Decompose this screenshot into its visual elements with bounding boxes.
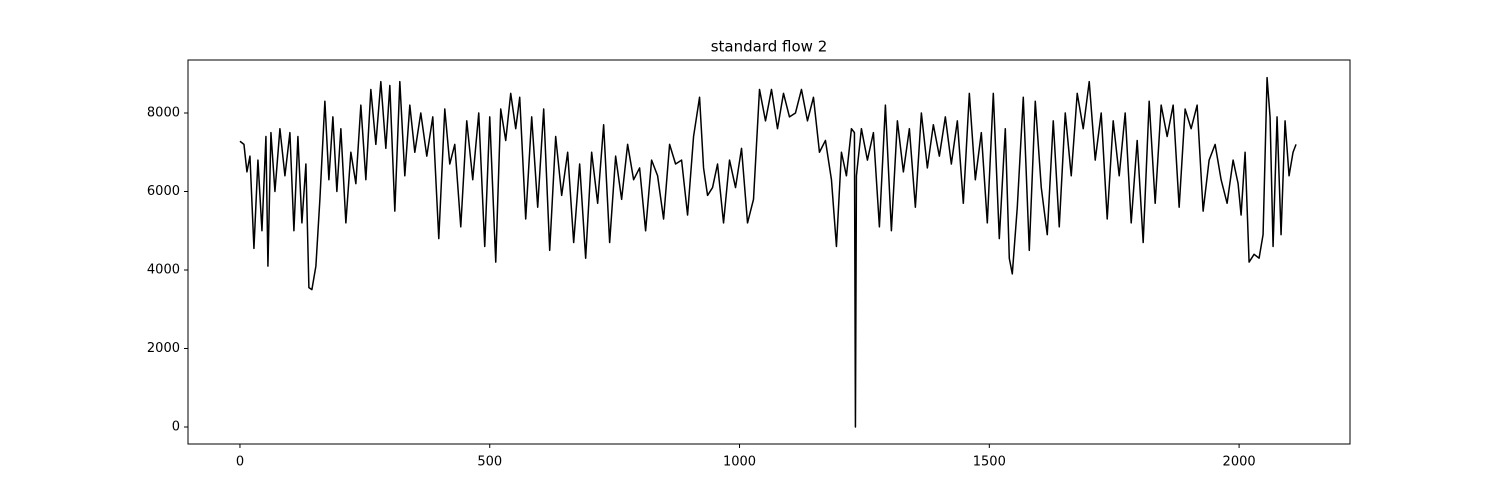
- x-tick-label: 2000: [1223, 455, 1256, 470]
- x-tick-label: 1000: [723, 455, 756, 470]
- x-tick-label: 500: [477, 455, 502, 470]
- data-line: [239, 76, 1297, 428]
- y-tick-label: 4000: [147, 262, 180, 277]
- x-tick-label: 0: [236, 455, 244, 470]
- y-tick-label: 6000: [147, 184, 180, 199]
- y-tick-label: 8000: [147, 105, 180, 120]
- y-tick-label: 2000: [147, 341, 180, 356]
- plot-frame: [187, 59, 1351, 445]
- x-tick-label: 1500: [973, 455, 1006, 470]
- chart-title: standard flow 2: [711, 38, 828, 56]
- y-tick-label: 0: [172, 420, 180, 435]
